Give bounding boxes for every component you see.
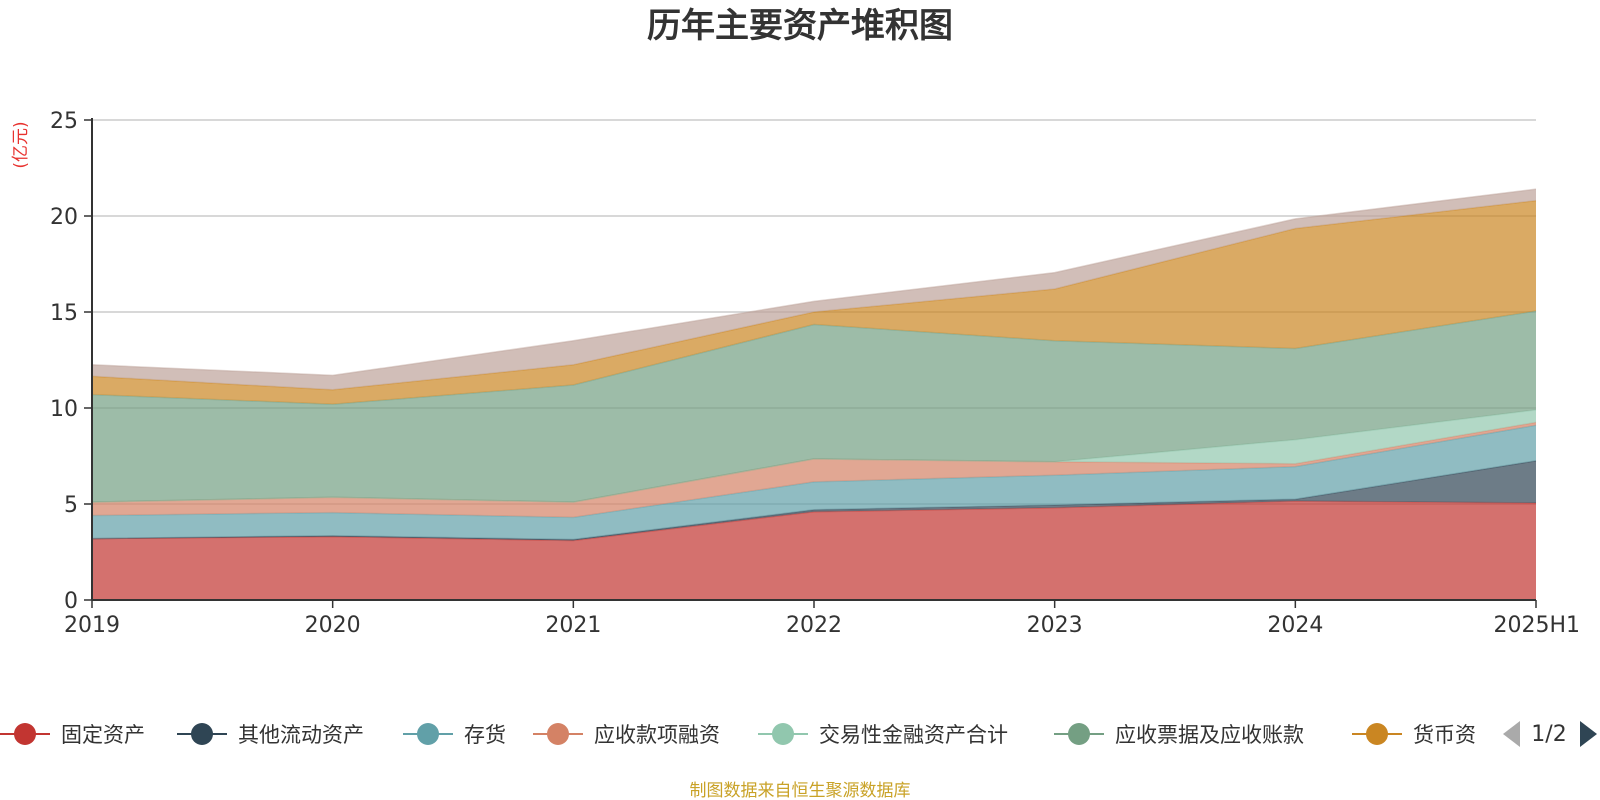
legend-marker-icon — [547, 723, 569, 745]
legend-item[interactable]: 货币资 — [1352, 723, 1476, 747]
legend-label: 其他流动资产 — [238, 723, 364, 747]
y-tick-label: 15 — [50, 301, 78, 326]
legend-item[interactable]: 应收款项融资 — [533, 723, 720, 747]
legend-item[interactable]: 固定资产 — [0, 723, 145, 747]
legend-marker-icon — [1068, 723, 1090, 745]
legend-item[interactable]: 交易性金融资产合计 — [758, 723, 1008, 747]
y-tick-label: 25 — [50, 109, 78, 134]
x-tick-label: 2025H1 — [1493, 613, 1580, 638]
legend-label: 应收款项融资 — [594, 723, 720, 747]
axes: 0 5 10 15 20 25 2019 2020 2021 2022 2023 2024 2025H1 — [50, 109, 1580, 638]
y-tick-label: 20 — [50, 205, 78, 230]
area-series-2[interactable] — [92, 425, 1536, 540]
x-tick-label: 2020 — [305, 613, 361, 638]
legend-page-indicator: 1/2 — [1531, 722, 1566, 747]
y-tick-label: 10 — [50, 397, 78, 422]
legend-label: 交易性金融资产合计 — [819, 723, 1008, 747]
x-tick-label: 2021 — [545, 613, 601, 638]
y-tick-label: 5 — [64, 493, 78, 518]
y-axis-unit-label: (亿元) — [11, 121, 31, 168]
x-tick-label: 2024 — [1267, 613, 1323, 638]
legend-next-page-icon[interactable] — [1580, 721, 1597, 747]
legend-pager[interactable]: 1/2 — [1503, 721, 1597, 747]
legend-label: 固定资产 — [61, 723, 145, 747]
area-series-6[interactable] — [92, 200, 1536, 405]
legend-label: 应收票据及应收账款 — [1115, 723, 1304, 747]
chart-title: 历年主要资产堆积图 — [647, 6, 953, 46]
legend-label: 存货 — [464, 723, 506, 747]
x-tick-label: 2019 — [64, 613, 120, 638]
area-series-0[interactable] — [92, 501, 1536, 600]
data-source-note: 制图数据来自恒生聚源数据库 — [690, 781, 911, 800]
area-series-4[interactable] — [92, 409, 1536, 503]
legend[interactable]: 固定资产 其他流动资产 存货 应收款项融资 交易性金融资产合计 应收票据及应收账款 货币资 — [0, 723, 1476, 747]
legend-prev-page-icon[interactable] — [1503, 721, 1520, 747]
area-series-5[interactable] — [92, 311, 1536, 503]
legend-marker-icon — [772, 723, 794, 745]
area-series-1[interactable] — [92, 460, 1536, 541]
area-series-3[interactable] — [92, 422, 1536, 518]
area-series-group[interactable] — [91, 188, 1537, 600]
y-tick-label: 0 — [64, 589, 78, 614]
x-tick-label: 2022 — [786, 613, 842, 638]
area-series-7[interactable] — [92, 189, 1536, 390]
legend-label: 货币资 — [1413, 723, 1476, 747]
legend-item[interactable]: 存货 — [403, 723, 506, 747]
legend-marker-icon — [1366, 723, 1388, 745]
legend-item[interactable]: 其他流动资产 — [177, 723, 364, 747]
legend-marker-icon — [191, 723, 213, 745]
x-tick-label: 2023 — [1027, 613, 1083, 638]
legend-marker-icon — [417, 723, 439, 745]
legend-marker-icon — [14, 723, 36, 745]
legend-item[interactable]: 应收票据及应收账款 — [1054, 723, 1304, 747]
area-series-line-7 — [91, 188, 1537, 377]
